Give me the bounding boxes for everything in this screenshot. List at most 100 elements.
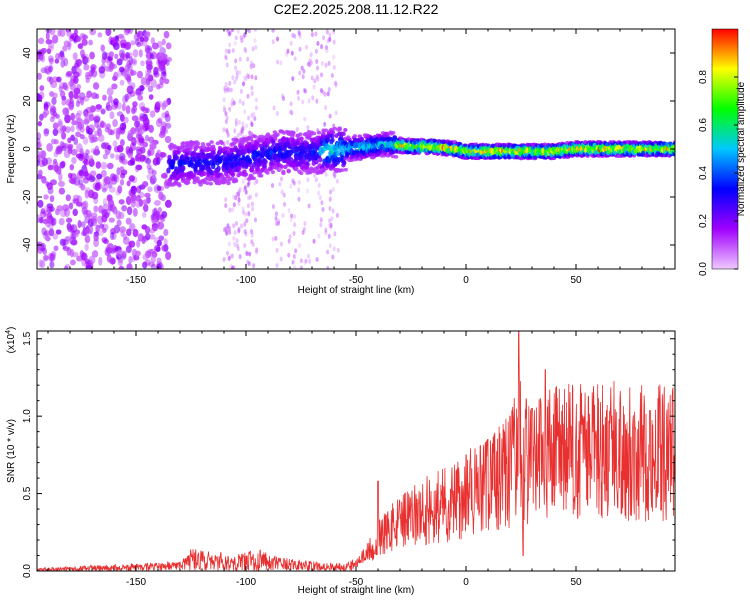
spectrogram-cell [146,163,152,170]
y-tick-label: 0.0 [22,564,33,578]
spectrogram-cell [249,64,253,70]
spectrogram-cell [128,56,134,66]
spectrogram-cell [299,136,304,141]
spectrogram-cell [108,65,114,72]
spectrogram-cell [135,88,142,98]
spectrogram-cell [250,74,254,80]
spectrogram-cell [225,115,229,121]
spectrogram-cell [155,118,163,128]
spectrogram-cell [121,250,127,259]
spectrogram-cell [195,141,201,146]
spectrogram-cell [107,128,113,136]
spectrogram-cell [70,148,78,156]
spectrogram-cell [165,56,173,62]
spectrogram-cell [70,34,75,40]
spectrogram-cell [88,155,94,162]
spectrogram-cell [295,126,299,132]
spectrogram-cell [70,224,78,233]
spectrogram-cell [339,168,345,172]
spectrogram-cell [330,137,335,143]
spectrogram-cell [325,45,329,51]
spectrogram-cell [309,52,313,58]
spectrogram-cell [252,111,256,117]
spectrogram-cell [278,181,282,187]
spectrogram-cell [72,52,78,61]
spectrogram-cell [270,160,275,166]
spectrogram-cell [303,116,307,122]
spectrogram-cell [39,149,47,159]
spectrogram-cell [163,228,169,237]
spectrogram-cell [142,117,150,127]
spectrogram-cell [45,39,53,45]
spectrogram-cell [271,39,275,45]
spectrogram-cell [119,139,125,147]
spectrogram-cell [146,150,152,157]
spectrogram-cell [127,129,135,137]
spectrogram-cell [91,212,98,219]
spectrogram-cell [243,185,247,191]
spectrogram-cell [320,44,324,50]
spectrogram-cell [314,31,318,37]
spectrogram-cell [379,149,384,155]
spectrogram-cell [94,145,100,155]
spectrogram-cell [271,29,275,33]
spectrogram-cell [314,177,318,183]
spectrogram-cell [241,179,245,185]
spectrogram-cell [231,265,235,269]
spectrogram-cell [98,256,103,266]
spectrogram-cell [332,39,336,45]
spectrogram-cell [65,194,71,202]
spectrogram-cell [39,216,44,224]
spectrogram-cell [247,195,251,201]
spectrogram-cell [271,236,275,242]
spectrogram-cell [253,29,257,33]
spectrogram-cell [279,256,283,262]
spectrogram-cell [48,228,55,237]
spectrogram-cell [48,57,54,65]
spectrogram-cell [287,238,291,244]
spectrogram-cell [134,164,140,173]
spectrogram-cell [276,168,282,173]
spectrogram-cell [126,228,132,237]
spectrogram-cell [125,217,132,225]
spectrogram-cell [93,205,99,213]
spectrogram-cell [226,223,230,229]
spectrogram-cell [306,125,310,131]
spectrogram-cell [275,247,279,253]
spectrogram-cell [48,65,53,73]
x-tick-label: -50 [349,275,364,286]
spectrogram-cell [118,152,126,161]
spectrogram-cell [113,128,120,135]
spectrogram-cell [281,96,285,102]
spectrogram-cell [153,66,159,76]
spectrogram-cell [338,135,344,141]
x-tick-label: 50 [570,275,582,286]
spectrogram-cell [209,140,214,144]
spectrogram-cell [283,201,287,207]
spectrogram-cell [58,172,63,182]
spectrogram-cell [359,136,365,142]
spectrogram-cell [37,141,43,149]
spectrogram-cell [43,194,49,200]
spectrogram-cell [318,195,322,201]
spectrogram-cell [328,36,332,42]
spectrogram-cell [130,70,137,76]
spectrogram-cell [67,225,73,233]
spectrogram-cell [279,60,283,66]
spectrogram-cell [228,106,232,112]
spectrogram-cell [84,113,92,123]
spectrogram-cell [156,149,162,158]
spectrogram-cell [313,172,317,178]
spectrogram-cell [114,53,119,60]
spectrogram-cell [163,243,169,253]
spectrogram-cell [238,98,242,104]
spectrogram-cell [230,147,235,153]
spectrogram-cell [82,171,89,177]
spectrogram-cell [43,108,50,117]
spectrogram-cell [174,155,180,161]
spectrogram-cell [245,29,249,32]
spectrogram-cell [49,179,57,186]
spectrogram-cell [97,32,103,38]
spectrogram-cell [280,137,285,143]
spectrogram-cell [237,191,241,197]
